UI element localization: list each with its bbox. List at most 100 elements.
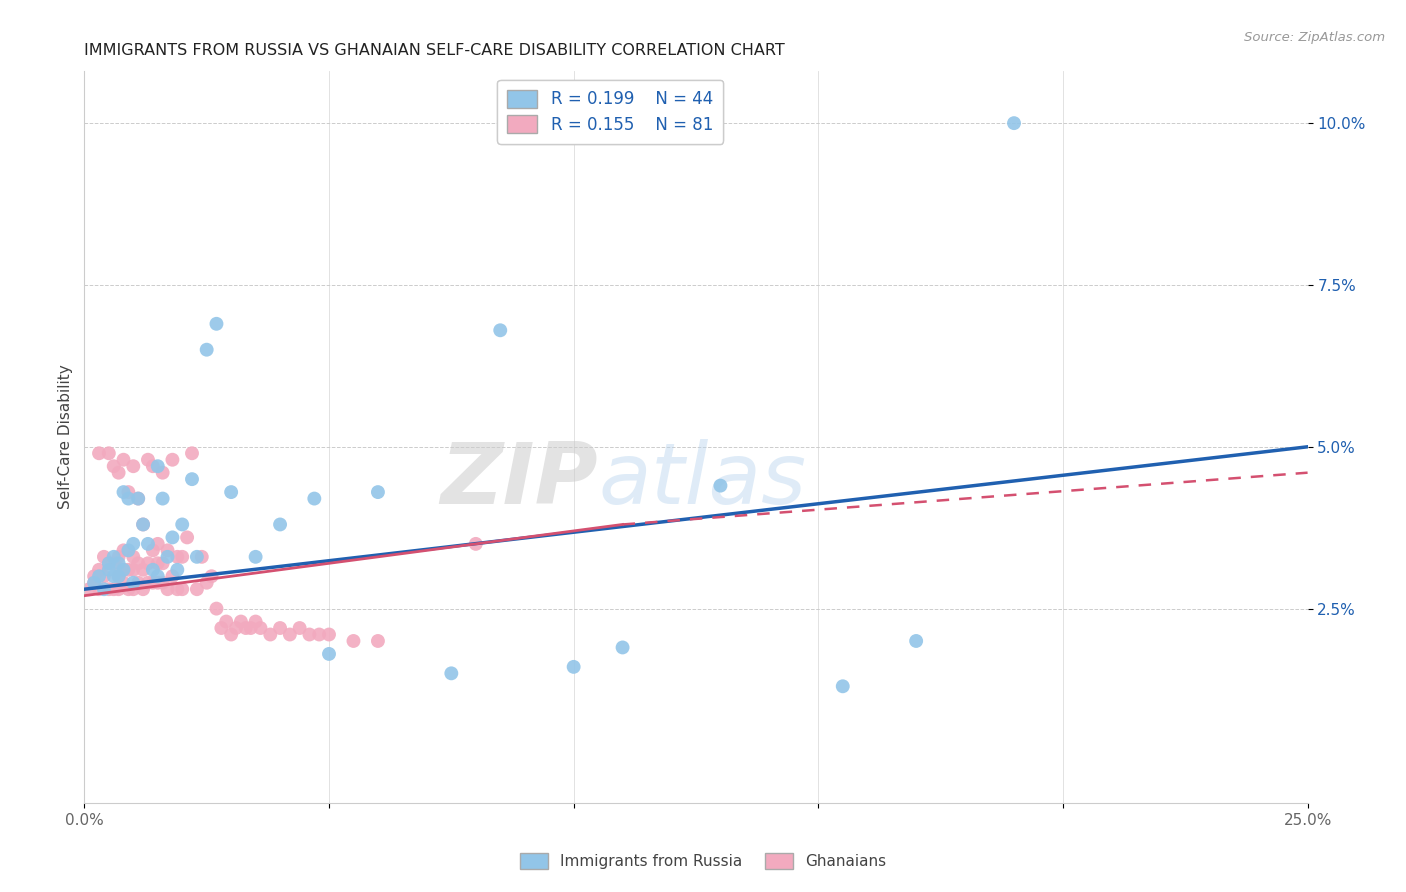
Point <box>166 563 188 577</box>
Point <box>367 485 389 500</box>
Point <box>122 459 145 474</box>
Point <box>132 517 155 532</box>
Point <box>127 491 149 506</box>
Point <box>191 549 214 564</box>
Point <box>127 575 149 590</box>
Point <box>97 582 120 597</box>
Text: Source: ZipAtlas.com: Source: ZipAtlas.com <box>1244 31 1385 45</box>
Point <box>122 549 145 564</box>
Point <box>342 634 364 648</box>
Point <box>219 485 242 500</box>
Point <box>107 549 129 564</box>
Point <box>146 569 169 583</box>
Point <box>77 582 100 597</box>
Point <box>152 466 174 480</box>
Point <box>195 575 218 590</box>
Point <box>162 569 184 583</box>
Point <box>136 537 159 551</box>
Point <box>112 563 135 577</box>
Point <box>235 621 257 635</box>
Point <box>172 517 194 532</box>
Point <box>172 582 194 597</box>
Point <box>127 557 149 571</box>
Point <box>117 582 139 597</box>
Point <box>229 615 252 629</box>
Point <box>142 575 165 590</box>
Point <box>367 634 389 648</box>
Point <box>87 446 110 460</box>
Point <box>142 563 165 577</box>
Point <box>318 627 340 641</box>
Point <box>112 543 135 558</box>
Point <box>97 557 120 571</box>
Point <box>97 446 120 460</box>
Point <box>107 582 129 597</box>
Point <box>117 563 139 577</box>
Point <box>464 537 486 551</box>
Point <box>156 543 179 558</box>
Point <box>107 557 129 571</box>
Point <box>112 485 135 500</box>
Point <box>166 549 188 564</box>
Point <box>176 530 198 544</box>
Point <box>117 543 139 558</box>
Point <box>146 557 169 571</box>
Point <box>489 323 512 337</box>
Point <box>142 459 165 474</box>
Point <box>245 615 267 629</box>
Point <box>103 582 125 597</box>
Point <box>97 557 120 571</box>
Point <box>107 569 129 583</box>
Point <box>219 627 242 641</box>
Point <box>562 660 585 674</box>
Point <box>278 627 301 641</box>
Point <box>117 485 139 500</box>
Point <box>112 563 135 577</box>
Point <box>152 491 174 506</box>
Point <box>103 459 125 474</box>
Point <box>107 569 129 583</box>
Point <box>225 621 247 635</box>
Point <box>136 575 159 590</box>
Legend: R = 0.199    N = 44, R = 0.155    N = 81: R = 0.199 N = 44, R = 0.155 N = 81 <box>498 79 723 144</box>
Y-axis label: Self-Care Disability: Self-Care Disability <box>58 365 73 509</box>
Point <box>103 569 125 583</box>
Point <box>112 575 135 590</box>
Point <box>146 575 169 590</box>
Point <box>162 452 184 467</box>
Point <box>122 582 145 597</box>
Point <box>122 537 145 551</box>
Point <box>709 478 731 492</box>
Point <box>1002 116 1025 130</box>
Point <box>87 563 110 577</box>
Point <box>186 582 208 597</box>
Point <box>146 537 169 551</box>
Point <box>83 575 105 590</box>
Point <box>87 569 110 583</box>
Point <box>132 582 155 597</box>
Point <box>298 627 321 641</box>
Point <box>288 621 311 635</box>
Point <box>97 563 120 577</box>
Point <box>440 666 463 681</box>
Point <box>181 446 204 460</box>
Legend: Immigrants from Russia, Ghanaians: Immigrants from Russia, Ghanaians <box>515 847 891 875</box>
Point <box>205 317 228 331</box>
Point <box>831 679 853 693</box>
Point <box>249 621 271 635</box>
Point <box>905 634 928 648</box>
Point <box>146 459 169 474</box>
Text: IMMIGRANTS FROM RUSSIA VS GHANAIAN SELF-CARE DISABILITY CORRELATION CHART: IMMIGRANTS FROM RUSSIA VS GHANAIAN SELF-… <box>84 43 785 58</box>
Point <box>132 563 155 577</box>
Point <box>107 466 129 480</box>
Point <box>181 472 204 486</box>
Point <box>245 549 267 564</box>
Point <box>205 601 228 615</box>
Point <box>142 543 165 558</box>
Point <box>318 647 340 661</box>
Point <box>103 549 125 564</box>
Point <box>83 569 105 583</box>
Point <box>152 557 174 571</box>
Point <box>136 452 159 467</box>
Point <box>304 491 326 506</box>
